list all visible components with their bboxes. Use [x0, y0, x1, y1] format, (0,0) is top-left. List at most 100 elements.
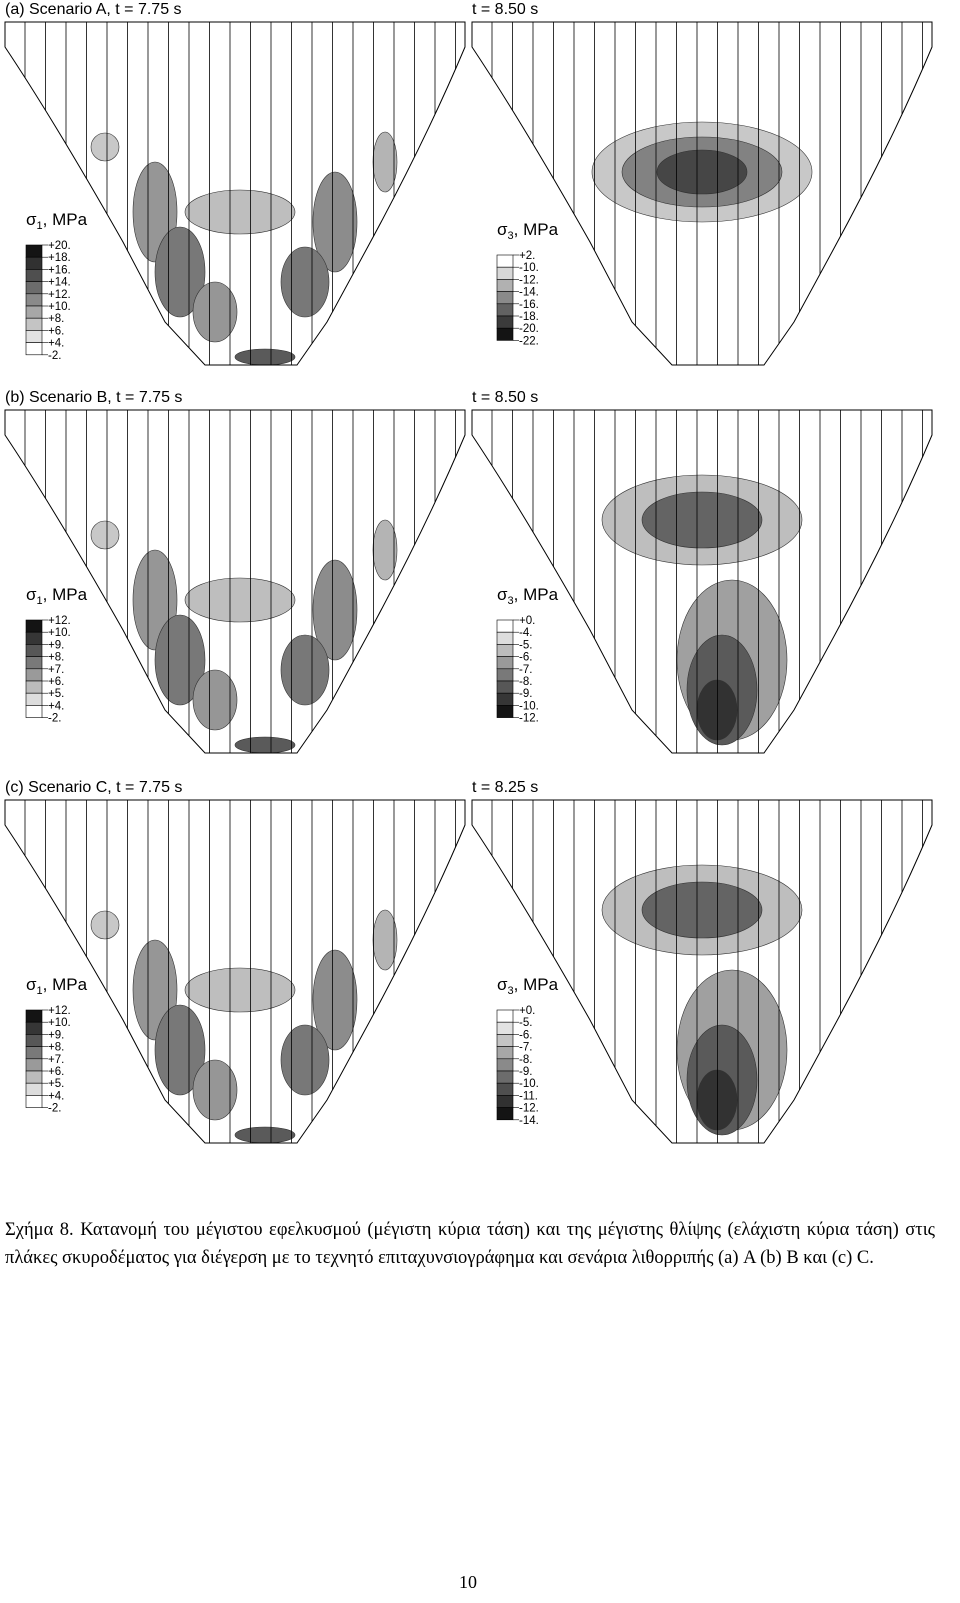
legend-label: -8. [519, 1054, 532, 1066]
legend-swatch [25, 342, 43, 356]
contour-region [154, 1004, 206, 1096]
legend-label: +4. [48, 700, 64, 712]
dam-outline [4, 409, 466, 754]
legend-title-part: σ [497, 220, 508, 239]
panel-label: t = 8.25 s [472, 779, 538, 796]
legend-swatch [496, 631, 514, 645]
legend-label: +10. [48, 1017, 71, 1029]
legend-label: +0. [519, 1005, 535, 1017]
contour-region [234, 348, 296, 365]
legend-swatch [496, 1034, 514, 1047]
contour-region [372, 131, 398, 193]
legend-label: +0. [519, 615, 535, 627]
panel-label: t = 8.50 s [472, 389, 538, 406]
legend-label: -16. [519, 299, 539, 311]
legend-swatch [496, 1021, 514, 1035]
legend-swatch [496, 266, 514, 280]
contour-region [280, 634, 330, 706]
legend-swatch [496, 668, 514, 682]
legend-label: +12. [48, 289, 71, 301]
panel-label: (c) Scenario C, t = 7.75 s [5, 779, 182, 796]
legend-label: +6. [48, 1066, 64, 1078]
legend-swatch [496, 1095, 514, 1108]
legend-swatch [25, 1082, 43, 1096]
legend-swatch [496, 1082, 514, 1096]
legend-label: -7. [519, 1042, 532, 1054]
legend-title-part: 1 [37, 985, 43, 997]
legend-label: -2. [48, 1103, 61, 1115]
contours [24, 22, 456, 365]
legend-label: -7. [519, 664, 532, 676]
contour-region [312, 949, 358, 1051]
legend-label: +8. [48, 652, 64, 664]
dam-outline [4, 799, 466, 1144]
dam-outline [471, 21, 933, 366]
legend-swatch [496, 644, 514, 657]
dam-outline [4, 21, 466, 366]
legend-label: +4. [48, 1090, 64, 1102]
contour-region [184, 967, 296, 1013]
legend-label: -2. [48, 350, 61, 362]
legend-label: -22. [519, 335, 539, 347]
legend-title-part: 1 [37, 595, 43, 607]
legend-label: +4. [48, 338, 64, 350]
contour-region [154, 614, 206, 706]
legend-swatch [496, 254, 514, 268]
legend-label: -14. [519, 287, 539, 299]
legend-title-part: 3 [508, 595, 514, 607]
panel-label: (b) Scenario B, t = 7.75 s [5, 389, 182, 406]
legend-label: -8. [519, 676, 532, 688]
legend-swatch [496, 279, 514, 292]
legend-swatch [25, 1058, 43, 1072]
contours [24, 800, 456, 1143]
legend-label: -9. [519, 688, 532, 700]
contour-plot [4, 21, 466, 366]
legend-swatch [496, 705, 514, 718]
legend-label: -9. [519, 1066, 532, 1078]
legend-swatch [25, 705, 43, 718]
legend-title-part: σ [497, 585, 508, 604]
contour-region [280, 246, 330, 318]
contour-region [312, 559, 358, 661]
contour-region [90, 520, 120, 550]
legend-swatch [496, 1058, 514, 1072]
legend-title-part: σ [26, 975, 37, 994]
legend-swatch [496, 291, 514, 305]
dam-outline [471, 409, 933, 754]
legend-label: -4. [519, 627, 532, 639]
legend-swatch [25, 281, 43, 295]
contour-region [372, 909, 398, 971]
contour-region [696, 1069, 738, 1131]
legend-swatch [25, 269, 43, 282]
contour-region [234, 736, 296, 753]
legend-title-part: 3 [508, 985, 514, 997]
legend-title-part: , MPa [43, 210, 88, 229]
legend-label: +7. [48, 1054, 64, 1066]
contour-region [90, 910, 120, 940]
panel-label: t = 8.50 s [472, 1, 538, 18]
legend-label: +20. [48, 240, 71, 252]
legend-title-part: σ [497, 975, 508, 994]
legend-swatch [25, 619, 43, 633]
contour-region [656, 149, 748, 195]
contour-region [312, 171, 358, 273]
legend-swatch [25, 305, 43, 319]
legend-swatch [496, 692, 514, 706]
legend-swatch [25, 1046, 43, 1060]
legend-label: -12. [519, 1103, 539, 1115]
legend-label: +5. [48, 1078, 64, 1090]
legend-swatch [25, 692, 43, 706]
legend-swatch [25, 644, 43, 657]
contour-region [90, 132, 120, 162]
contour-region [641, 491, 763, 549]
legend-title: σ1, MPa [26, 585, 88, 607]
legend-label: +9. [48, 1029, 64, 1041]
legend-swatch [25, 1095, 43, 1108]
legend-title-part: , MPa [514, 585, 559, 604]
legend-label: -2. [48, 713, 61, 725]
contours [491, 410, 923, 753]
contour-region [641, 881, 763, 939]
legend-title-part: , MPa [514, 975, 559, 994]
legend-swatch [25, 1034, 43, 1047]
legend-label: -14. [519, 1115, 539, 1127]
